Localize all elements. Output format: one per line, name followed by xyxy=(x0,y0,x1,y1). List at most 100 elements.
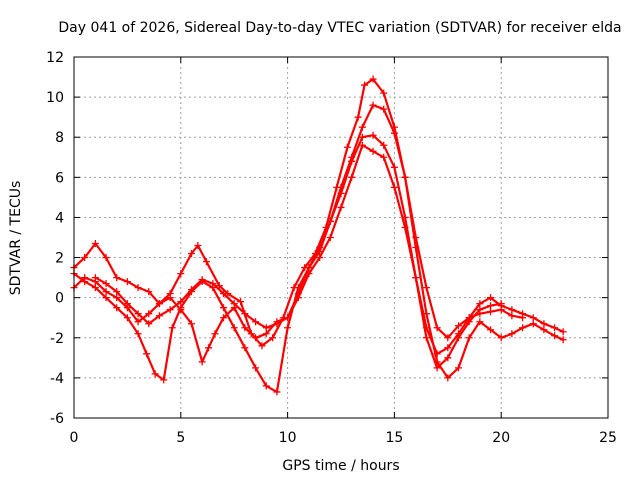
data-point-marker xyxy=(134,284,142,292)
data-point-marker xyxy=(220,314,228,322)
data-point-marker xyxy=(476,306,484,314)
data-point-marker xyxy=(145,320,153,328)
series-layer xyxy=(70,75,567,396)
data-point-marker xyxy=(123,300,131,308)
plot-frame xyxy=(73,56,609,419)
data-point-marker xyxy=(444,334,452,342)
data-point-marker xyxy=(258,342,266,350)
data-point-marker xyxy=(220,290,228,298)
data-point-marker xyxy=(454,322,462,330)
data-point-marker xyxy=(91,284,99,292)
y-axis-title: SDTVAR / TECUs xyxy=(8,181,24,296)
data-point-marker xyxy=(230,324,238,332)
data-point-marker xyxy=(465,334,473,342)
x-tick-label: 15 xyxy=(385,430,403,446)
data-point-marker xyxy=(241,324,249,332)
data-point-marker xyxy=(294,294,302,302)
y-tick-label: 2 xyxy=(55,251,64,267)
data-point-marker xyxy=(91,274,99,282)
x-tick-label: 0 xyxy=(70,430,79,446)
grid xyxy=(74,57,608,418)
series-line xyxy=(72,77,524,347)
data-point-marker xyxy=(134,310,142,318)
data-point-marker xyxy=(326,234,334,241)
data-point-marker xyxy=(269,334,277,342)
y-tick-label: 4 xyxy=(55,210,64,226)
x-tick-label: 20 xyxy=(492,430,510,446)
data-point-marker xyxy=(91,240,99,248)
data-point-marker xyxy=(559,336,567,344)
data-point-marker xyxy=(143,350,151,358)
data-point-marker xyxy=(380,105,388,113)
data-point-marker xyxy=(540,326,548,334)
y-tick-label: -4 xyxy=(50,371,64,387)
data-point-marker xyxy=(354,113,362,121)
series-track-1 xyxy=(70,75,527,350)
data-point-marker xyxy=(401,173,409,181)
data-point-marker xyxy=(113,294,121,302)
data-point-marker xyxy=(487,308,495,316)
data-point-marker xyxy=(252,334,260,342)
data-point-marker xyxy=(273,320,281,328)
series-track-4 xyxy=(91,141,567,358)
data-point-marker xyxy=(134,330,142,338)
data-point-marker xyxy=(81,254,89,262)
data-point-marker xyxy=(369,101,377,109)
data-point-marker xyxy=(422,334,430,342)
data-point-marker xyxy=(348,173,356,181)
data-point-marker xyxy=(454,364,462,372)
data-point-marker xyxy=(273,388,281,396)
chart-title: Day 041 of 2026, Sidereal Day-to-day VTE… xyxy=(58,20,621,36)
data-point-marker xyxy=(102,280,110,288)
data-point-marker xyxy=(205,344,213,352)
data-point-marker xyxy=(487,294,495,302)
data-point-marker xyxy=(187,286,195,294)
data-point-marker xyxy=(369,75,377,83)
series-line xyxy=(94,144,565,355)
data-point-marker xyxy=(102,294,110,302)
data-point-marker xyxy=(412,244,420,252)
data-point-marker xyxy=(412,274,420,282)
series-line xyxy=(72,103,565,393)
data-point-marker xyxy=(187,320,195,328)
y-tick-label: 12 xyxy=(46,50,64,66)
data-point-marker xyxy=(209,280,217,288)
data-point-marker xyxy=(422,284,430,292)
data-point-marker xyxy=(151,370,159,378)
data-point-marker xyxy=(529,314,537,322)
data-point-marker xyxy=(113,274,121,282)
data-point-marker xyxy=(241,310,249,318)
data-point-marker xyxy=(160,376,168,384)
data-point-marker xyxy=(487,302,495,310)
data-point-marker xyxy=(316,254,324,262)
data-point-marker xyxy=(241,344,249,352)
y-tick-label: 0 xyxy=(55,291,64,307)
data-point-marker xyxy=(102,288,110,296)
y-tick-label: 6 xyxy=(55,170,64,186)
data-point-marker xyxy=(444,354,452,362)
y-tick-label: -2 xyxy=(50,331,64,347)
data-point-marker xyxy=(433,364,441,372)
data-point-marker xyxy=(380,153,388,161)
data-point-marker xyxy=(262,324,270,332)
data-point-marker xyxy=(476,318,484,326)
data-point-marker xyxy=(102,254,110,262)
data-point-marker xyxy=(559,328,567,336)
data-point-marker xyxy=(348,157,356,165)
data-point-marker xyxy=(113,288,121,296)
data-point-marker xyxy=(508,306,516,314)
data-point-marker xyxy=(113,304,121,312)
data-point-marker xyxy=(369,131,377,139)
data-point-marker xyxy=(252,364,260,372)
data-point-marker xyxy=(230,300,238,308)
data-point-marker xyxy=(551,324,559,332)
data-point-marker xyxy=(155,312,163,320)
data-point-marker xyxy=(433,324,441,332)
data-point-marker xyxy=(145,310,153,318)
y-tick-label: 8 xyxy=(55,130,64,146)
x-tick-label: 25 xyxy=(599,430,617,446)
data-point-marker xyxy=(422,324,430,332)
data-point-marker xyxy=(497,302,505,310)
data-point-marker xyxy=(198,276,206,284)
data-point-marker xyxy=(433,350,441,358)
